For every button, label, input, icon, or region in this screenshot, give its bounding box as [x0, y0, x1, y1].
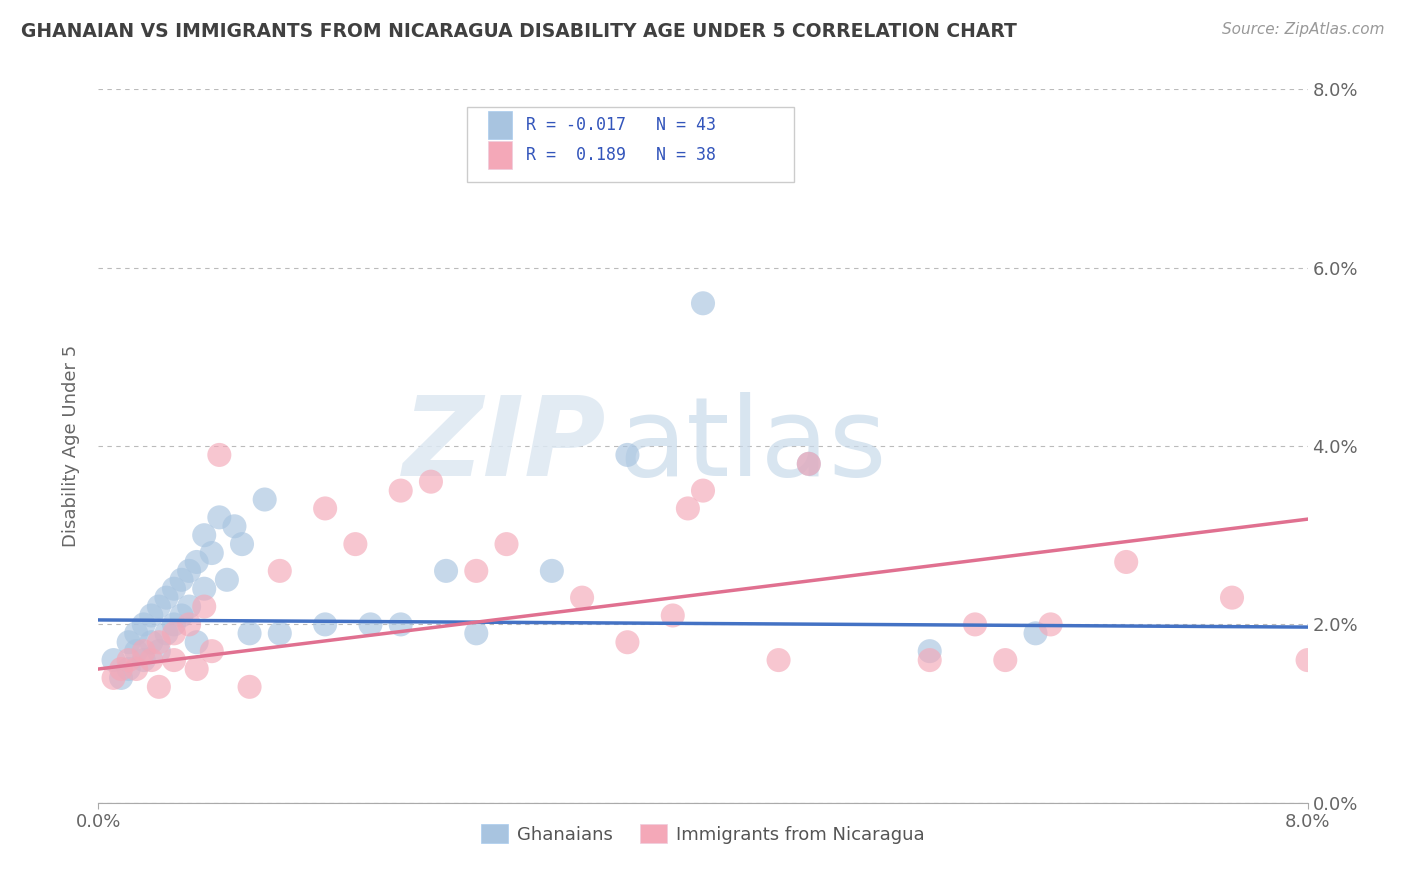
- Point: [1024, 626, 1046, 640]
- Point: [186, 555, 208, 569]
- Point: [676, 501, 699, 516]
- FancyBboxPatch shape: [488, 141, 512, 169]
- Text: ZIP: ZIP: [402, 392, 606, 500]
- Point: [253, 492, 276, 507]
- Point: [193, 528, 215, 542]
- Point: [179, 617, 201, 632]
- Point: [103, 671, 125, 685]
- Point: [434, 564, 457, 578]
- Point: [170, 608, 193, 623]
- Point: [186, 662, 208, 676]
- Point: [163, 582, 186, 596]
- Point: [768, 653, 790, 667]
- Point: [616, 448, 638, 462]
- Point: [141, 653, 163, 667]
- Point: [125, 662, 148, 676]
- Point: [1296, 653, 1319, 667]
- Point: [118, 635, 141, 649]
- Point: [141, 608, 163, 623]
- Point: [797, 457, 820, 471]
- Point: [163, 653, 186, 667]
- Point: [965, 617, 987, 632]
- Point: [163, 626, 186, 640]
- Point: [344, 537, 367, 551]
- Point: [224, 519, 246, 533]
- Point: [420, 475, 443, 489]
- Point: [201, 644, 224, 658]
- Point: [103, 653, 125, 667]
- Point: [118, 662, 141, 676]
- Point: [692, 483, 714, 498]
- Point: [918, 653, 941, 667]
- Point: [797, 457, 820, 471]
- Point: [125, 644, 148, 658]
- Point: [231, 537, 253, 551]
- Point: [1115, 555, 1137, 569]
- Point: [495, 537, 517, 551]
- Point: [125, 626, 148, 640]
- Point: [215, 573, 238, 587]
- Point: [540, 145, 562, 159]
- Point: [186, 635, 208, 649]
- Point: [141, 635, 163, 649]
- FancyBboxPatch shape: [467, 107, 793, 182]
- Text: R =  0.189   N = 38: R = 0.189 N = 38: [526, 146, 717, 164]
- Point: [148, 599, 170, 614]
- Point: [148, 680, 170, 694]
- Point: [193, 599, 215, 614]
- Point: [616, 635, 638, 649]
- Point: [994, 653, 1017, 667]
- Point: [389, 483, 412, 498]
- Point: [661, 608, 683, 623]
- FancyBboxPatch shape: [488, 111, 512, 139]
- Point: [269, 626, 291, 640]
- Point: [179, 599, 201, 614]
- Point: [239, 680, 262, 694]
- Point: [918, 644, 941, 658]
- Text: R = -0.017   N = 43: R = -0.017 N = 43: [526, 116, 717, 134]
- Point: [155, 591, 177, 605]
- Point: [465, 626, 488, 640]
- Point: [193, 582, 215, 596]
- Point: [208, 510, 231, 524]
- Point: [201, 546, 224, 560]
- Point: [132, 644, 155, 658]
- Point: [148, 644, 170, 658]
- Point: [692, 296, 714, 310]
- Legend: Ghanaians, Immigrants from Nicaragua: Ghanaians, Immigrants from Nicaragua: [474, 817, 932, 851]
- Text: Source: ZipAtlas.com: Source: ZipAtlas.com: [1222, 22, 1385, 37]
- Text: GHANAIAN VS IMMIGRANTS FROM NICARAGUA DISABILITY AGE UNDER 5 CORRELATION CHART: GHANAIAN VS IMMIGRANTS FROM NICARAGUA DI…: [21, 22, 1017, 41]
- Point: [118, 653, 141, 667]
- Text: atlas: atlas: [619, 392, 887, 500]
- Point: [1039, 617, 1062, 632]
- Point: [314, 617, 336, 632]
- Point: [110, 662, 132, 676]
- Point: [389, 617, 412, 632]
- Point: [540, 564, 562, 578]
- Point: [163, 617, 186, 632]
- Point: [148, 635, 170, 649]
- Point: [132, 653, 155, 667]
- Point: [1220, 591, 1243, 605]
- Point: [239, 626, 262, 640]
- Point: [132, 617, 155, 632]
- Y-axis label: Disability Age Under 5: Disability Age Under 5: [62, 345, 80, 547]
- Point: [208, 448, 231, 462]
- Point: [360, 617, 382, 632]
- Point: [170, 573, 193, 587]
- Point: [155, 626, 177, 640]
- Point: [571, 591, 593, 605]
- Point: [314, 501, 336, 516]
- Point: [110, 671, 132, 685]
- Point: [465, 564, 488, 578]
- Point: [179, 564, 201, 578]
- Point: [269, 564, 291, 578]
